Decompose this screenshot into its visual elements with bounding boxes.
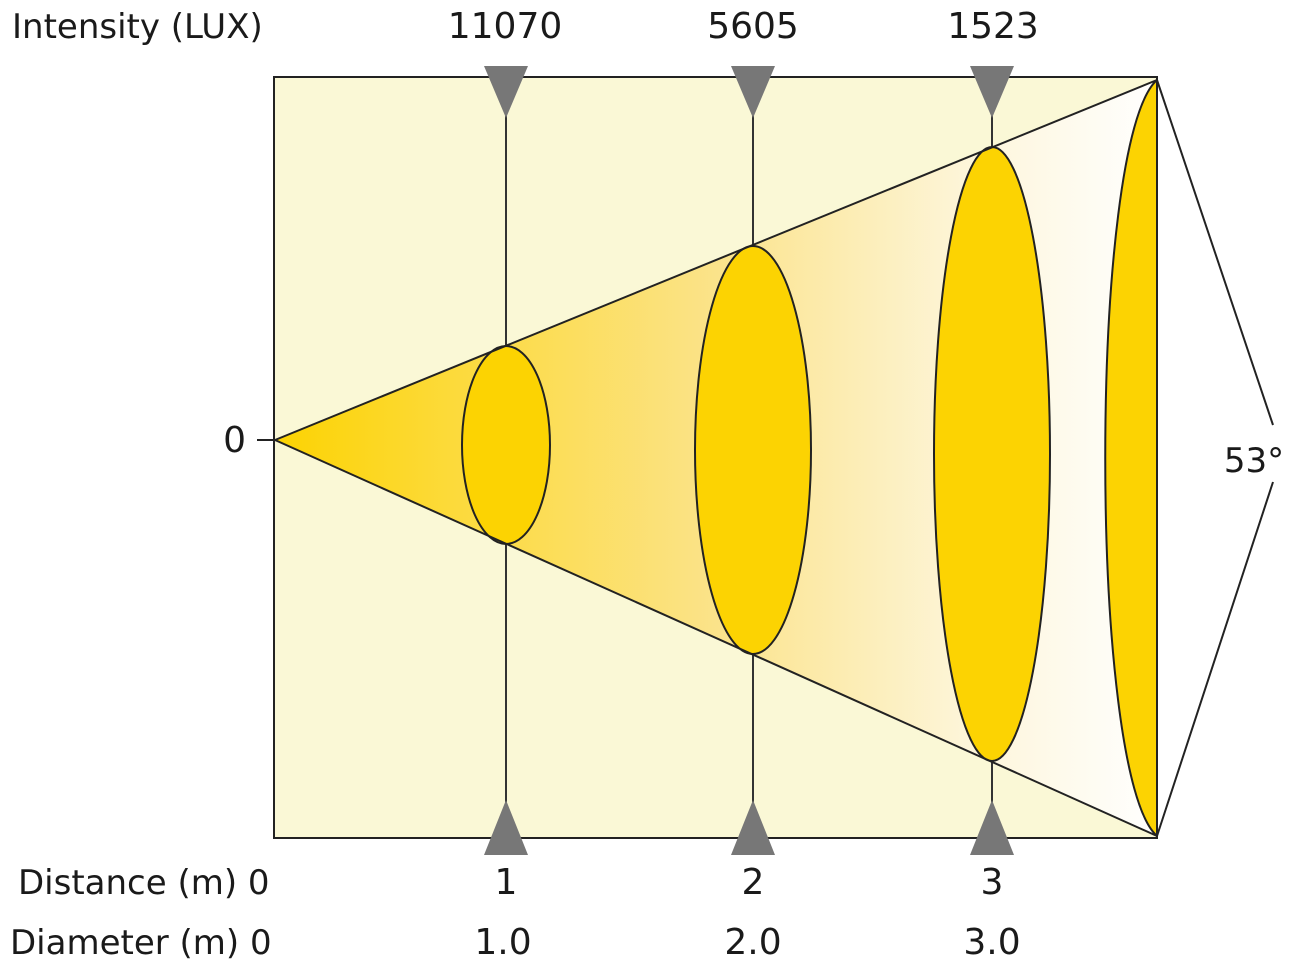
distance-label: Distance (m) 0 bbox=[18, 863, 270, 903]
angle-lines bbox=[1156, 79, 1274, 837]
top-marker-2 bbox=[731, 66, 775, 118]
bottom-marker-3 bbox=[970, 800, 1014, 855]
beam-spot-3 bbox=[933, 146, 1051, 762]
cone-edges bbox=[274, 79, 1158, 837]
diameter-value-2: 2.0 bbox=[724, 922, 781, 963]
top-marker-1 bbox=[484, 66, 528, 118]
beam-spot-2 bbox=[694, 245, 812, 655]
distance-value-3: 3 bbox=[981, 862, 1004, 903]
diameter-label: Diameter (m) 0 bbox=[10, 923, 272, 963]
beam-end-face bbox=[1104, 77, 1158, 839]
intensity-value-2: 5605 bbox=[707, 6, 799, 47]
bottom-marker-2 bbox=[731, 800, 775, 855]
diameter-value-3: 3.0 bbox=[963, 922, 1020, 963]
beam-angle-label: 53° bbox=[1224, 441, 1284, 481]
distance-value-2: 2 bbox=[742, 862, 765, 903]
intensity-label: Intensity (LUX) bbox=[12, 7, 263, 47]
cone-edge-top bbox=[274, 79, 1158, 441]
top-marker-3 bbox=[970, 66, 1014, 118]
angle-line-top bbox=[1156, 79, 1274, 426]
diameter-value-1: 1.0 bbox=[474, 922, 531, 963]
angle-line-bottom bbox=[1156, 481, 1274, 837]
bottom-marker-1 bbox=[484, 800, 528, 855]
distance-value-1: 1 bbox=[495, 862, 518, 903]
intensity-value-3: 1523 bbox=[947, 6, 1039, 47]
cone-edge-bottom bbox=[274, 439, 1158, 837]
beam-spot-1 bbox=[461, 345, 551, 545]
bottom-markers bbox=[484, 800, 1014, 855]
origin-label: 0 bbox=[223, 420, 246, 461]
top-markers bbox=[484, 66, 1014, 118]
intensity-value-1: 11070 bbox=[448, 6, 563, 47]
